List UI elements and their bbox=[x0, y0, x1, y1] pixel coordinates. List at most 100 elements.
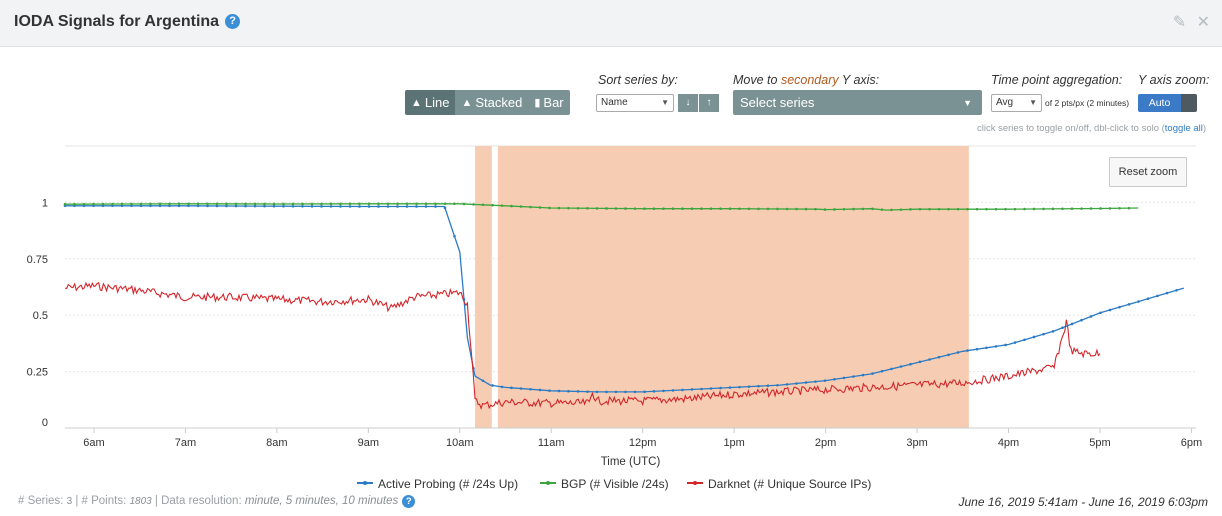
data-point bbox=[329, 205, 333, 208]
data-point bbox=[728, 207, 732, 211]
sort-select[interactable]: Name ▼ bbox=[596, 94, 674, 112]
data-point bbox=[339, 202, 342, 206]
stacked-chart-button[interactable]: ▲ Stacked bbox=[455, 90, 529, 115]
data-point bbox=[738, 207, 741, 211]
data-point bbox=[339, 205, 342, 208]
data-point bbox=[652, 207, 656, 211]
data-point bbox=[187, 204, 190, 208]
data-point bbox=[282, 202, 285, 206]
data-point bbox=[1004, 343, 1007, 347]
data-point bbox=[453, 234, 456, 238]
data-point bbox=[586, 207, 589, 210]
data-point bbox=[491, 203, 494, 207]
data-point bbox=[690, 207, 694, 211]
data-point bbox=[82, 202, 86, 206]
help-icon[interactable]: ? bbox=[402, 495, 416, 508]
chevron-down-icon: ▼ bbox=[661, 98, 669, 107]
x-tick-label: 6pm bbox=[1181, 437, 1202, 449]
secondary-axis-label: Move to secondary Y axis: bbox=[733, 73, 880, 87]
legend-item-bgp[interactable]: BGP (# Visible /24s) bbox=[540, 477, 669, 491]
line-chart-button[interactable]: ▲ Line bbox=[405, 90, 456, 115]
data-point bbox=[263, 202, 266, 206]
x-tick-label: 9am bbox=[358, 437, 379, 449]
data-point bbox=[225, 204, 228, 208]
data-point bbox=[738, 385, 741, 389]
data-point bbox=[975, 207, 979, 211]
legend-item-darknet[interactable]: Darknet (# Unique Source IPs) bbox=[687, 477, 871, 491]
data-point bbox=[215, 204, 219, 208]
data-point bbox=[358, 202, 361, 206]
data-point bbox=[1013, 341, 1017, 344]
data-point bbox=[1070, 322, 1074, 326]
data-point bbox=[880, 369, 884, 373]
secondary-axis-select[interactable]: Select series ▼ bbox=[733, 90, 982, 115]
aggregation-select[interactable]: Avg ▼ bbox=[991, 94, 1042, 112]
series-toggle-hint: click series to toggle on/off, dbl-click… bbox=[977, 123, 1206, 134]
data-point bbox=[633, 390, 637, 394]
data-point bbox=[481, 203, 485, 207]
data-point bbox=[196, 204, 200, 208]
data-point bbox=[1137, 300, 1140, 303]
close-icon[interactable]: ✕ bbox=[1196, 14, 1210, 31]
outage-region bbox=[497, 146, 969, 428]
data-point bbox=[1051, 207, 1055, 211]
data-point bbox=[614, 207, 618, 210]
help-icon[interactable]: ? bbox=[225, 14, 241, 29]
data-point bbox=[947, 207, 950, 211]
data-point bbox=[633, 207, 637, 210]
data-point bbox=[272, 204, 276, 208]
data-point bbox=[291, 204, 295, 208]
data-point bbox=[975, 347, 979, 351]
data-point bbox=[158, 202, 162, 206]
chevron-down-icon: ▼ bbox=[963, 98, 972, 108]
x-tick-label: 6am bbox=[83, 437, 104, 449]
panel-header: IODA Signals for Argentina? ✎ ✕ bbox=[0, 0, 1222, 47]
data-point bbox=[63, 202, 67, 206]
x-tick-label: 10am bbox=[446, 437, 474, 449]
data-point bbox=[700, 207, 703, 211]
data-point bbox=[206, 202, 209, 206]
data-point bbox=[833, 208, 836, 211]
data-point bbox=[776, 383, 779, 387]
data-point bbox=[529, 205, 532, 209]
edit-icon[interactable]: ✎ bbox=[1172, 14, 1187, 31]
data-point bbox=[690, 388, 694, 391]
x-tick-label: 1pm bbox=[723, 437, 744, 449]
signals-chart[interactable]: 0 0.25 0.5 0.75 1 6am 7am 8am 9am 10am 11am 12pm 1pm… bbox=[0, 140, 1222, 475]
data-point bbox=[595, 390, 599, 394]
x-tick-label: 11am bbox=[538, 437, 565, 449]
data-point bbox=[415, 205, 418, 208]
data-point bbox=[671, 389, 675, 392]
y-tick-label: 0.5 bbox=[33, 310, 48, 322]
data-point bbox=[244, 204, 247, 208]
data-point bbox=[234, 204, 238, 208]
data-point bbox=[643, 390, 646, 394]
sort-descending-button[interactable]: ↓ bbox=[678, 94, 698, 112]
bar-chart-button[interactable]: ▮ Bar bbox=[528, 90, 570, 115]
data-point bbox=[928, 358, 931, 361]
sort-ascending-button[interactable]: ↑ bbox=[699, 94, 719, 112]
data-point bbox=[956, 207, 960, 211]
data-point bbox=[1004, 207, 1007, 211]
data-point bbox=[785, 383, 789, 386]
legend-item-active-probing[interactable]: Active Probing (# /24s Up) bbox=[357, 477, 518, 491]
data-point bbox=[139, 202, 143, 206]
aggregation-label: Time point aggregation: bbox=[991, 73, 1123, 87]
data-point bbox=[681, 207, 684, 211]
data-point bbox=[481, 379, 485, 383]
data-point bbox=[956, 351, 960, 354]
data-point bbox=[196, 202, 200, 206]
toggle-all-link[interactable]: toggle all bbox=[1164, 123, 1203, 134]
data-point bbox=[804, 381, 808, 384]
y-tick-label: 1 bbox=[42, 197, 48, 209]
data-point bbox=[244, 202, 247, 206]
data-point bbox=[177, 202, 181, 206]
reset-zoom-button[interactable]: Reset zoom bbox=[1109, 157, 1187, 187]
data-point bbox=[272, 202, 276, 206]
data-point bbox=[291, 202, 295, 206]
data-point bbox=[785, 207, 789, 211]
data-point bbox=[747, 385, 751, 388]
data-point bbox=[519, 387, 523, 390]
data-point bbox=[367, 205, 371, 208]
y-zoom-toggle[interactable]: Auto bbox=[1138, 94, 1197, 112]
